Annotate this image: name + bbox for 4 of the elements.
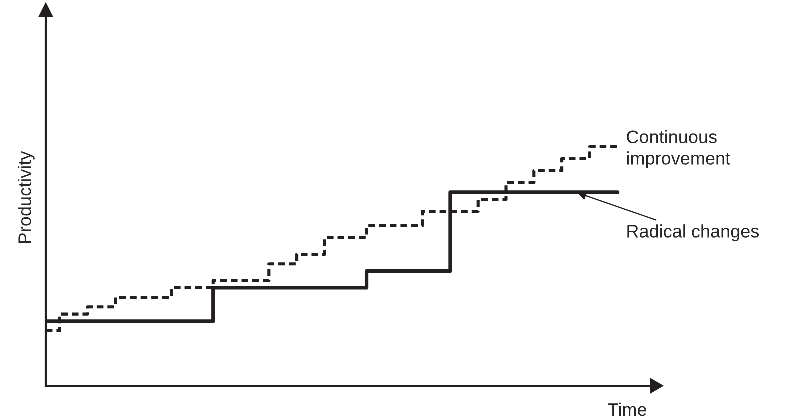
x-axis-title: Time bbox=[608, 402, 647, 416]
y-axis-title: Productivity bbox=[18, 151, 35, 244]
legend-label: Radical changes bbox=[628, 224, 760, 242]
series-label: Continuous improvement bbox=[627, 130, 730, 168]
